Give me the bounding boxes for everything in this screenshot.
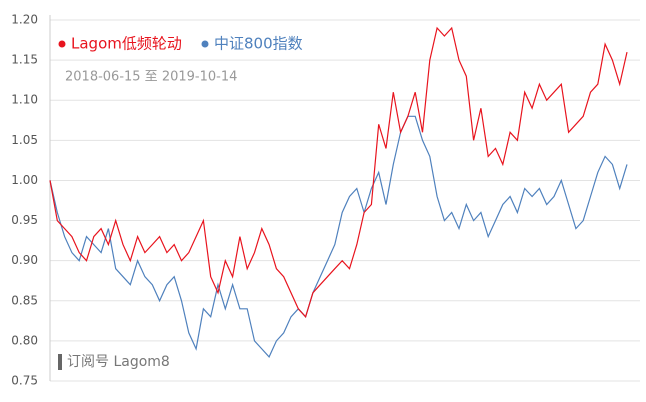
y-tick-label: 1.15 bbox=[11, 53, 38, 67]
y-tick-label: 0.75 bbox=[11, 374, 38, 388]
chart-subtitle: 2018-06-15 至 2019-10-14 bbox=[65, 70, 237, 85]
legend-marker bbox=[201, 40, 209, 48]
y-tick-label: 0.80 bbox=[11, 333, 38, 347]
y-tick-label: 0.95 bbox=[11, 213, 38, 227]
y-tick-label: 1.00 bbox=[11, 173, 38, 187]
watermark-bar bbox=[58, 354, 62, 370]
y-tick-label: 1.10 bbox=[11, 93, 38, 107]
watermark: 订阅号 Lagom8 bbox=[67, 354, 170, 370]
legend-label: Lagom低频轮动 bbox=[71, 35, 182, 53]
y-tick-label: 0.85 bbox=[11, 293, 38, 307]
y-tick-label: 0.90 bbox=[11, 253, 38, 267]
series-line bbox=[49, 115, 628, 358]
y-tick-label: 1.05 bbox=[11, 133, 38, 147]
y-tick-label: 1.20 bbox=[11, 13, 38, 27]
series-line bbox=[49, 26, 628, 318]
legend-label: 中证800指数 bbox=[214, 35, 303, 53]
legend-marker bbox=[58, 40, 66, 48]
